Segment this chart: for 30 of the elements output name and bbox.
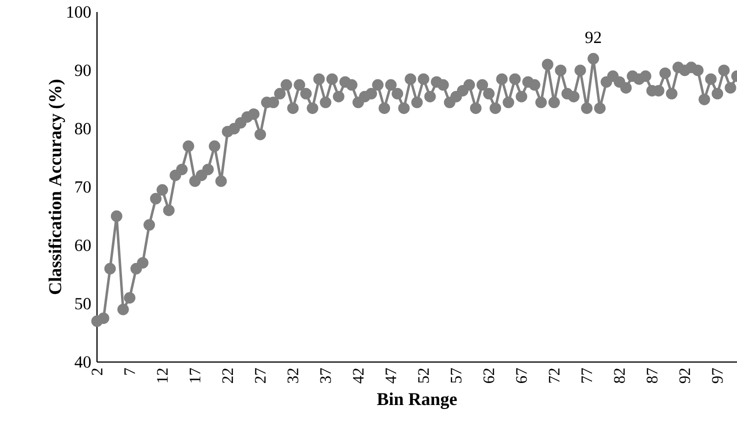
x-tick-label: 27 [254, 368, 266, 383]
x-tick-label: 32 [288, 368, 298, 383]
y-tick-label: 70 [75, 181, 91, 193]
x-tick-label: 72 [548, 368, 560, 383]
y-axis-title: Classification Accuracy (%) [48, 80, 65, 294]
y-tick-label: 60 [75, 240, 91, 252]
x-tick-label: 47 [386, 368, 396, 384]
x-tick-label: 87 [646, 368, 658, 384]
x-tick-label: 92 [679, 368, 690, 384]
x-tick-label: 97 [712, 368, 723, 384]
y-tick-label: 40 [74, 356, 91, 368]
y-tick-label: 50 [75, 298, 91, 310]
x-tick-label: 42 [352, 368, 364, 384]
x-tick-label: 77 [582, 368, 592, 383]
data-label: 92 [585, 32, 601, 44]
x-tick-label: 82 [614, 368, 625, 384]
y-tick-label: 100 [67, 6, 91, 18]
x-tick-label: 17 [190, 368, 200, 382]
y-tick-label: 80 [74, 122, 91, 134]
x-tick-label: 2 [92, 368, 102, 375]
x-tick-label: 22 [222, 368, 233, 383]
x-tick-label: 67 [516, 368, 527, 383]
x-tick-label: 57 [450, 368, 462, 383]
x-tick-label: 62 [483, 368, 494, 383]
x-tick-label: 52 [418, 368, 429, 383]
x-tick-label: 12 [157, 368, 168, 382]
x-axis-title: Bin Range [377, 392, 457, 409]
x-tick-label: 37 [320, 368, 331, 383]
x-tick-label: 7 [124, 368, 135, 375]
y-tick-label: 90 [74, 64, 91, 76]
